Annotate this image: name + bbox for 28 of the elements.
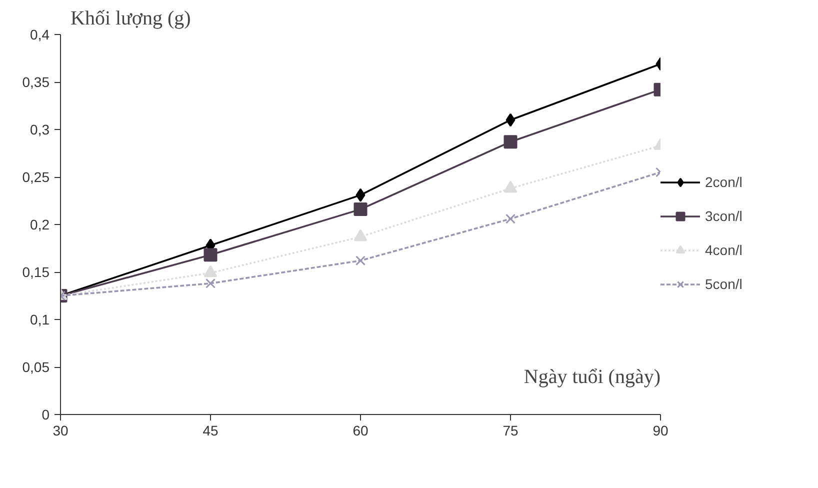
y-tick-label: 0,3 [30,122,50,138]
point [356,188,366,202]
y-tick-label: 0,1 [30,312,50,328]
point [204,248,218,262]
legend-label: 5con/l [705,276,742,292]
x-tick-label: 60 [352,422,368,438]
y-tick-label: 0,05 [22,359,50,375]
x-tick-label: 45 [202,422,218,438]
x-tick-label: 75 [502,422,518,438]
x-tick-label: 90 [652,422,668,438]
y-tick-label: 0,4 [30,26,50,42]
y-tick-label: 0,2 [30,216,50,232]
y-axis-title: Khối lượng (g) [70,8,191,30]
y-tick-label: 0,15 [22,264,50,280]
y-tick-label: 0,35 [22,74,50,90]
point [356,256,366,266]
point [354,202,368,216]
point [206,278,216,288]
x-axis-title: Ngày tuổi (ngày) [524,366,661,388]
legend-label: 3con/l [705,208,742,224]
x-tick-label: 30 [52,422,68,438]
y-tick-label: 0,25 [22,169,50,185]
legend-label: 4con/l [705,242,742,258]
point [506,214,516,224]
point [504,135,518,149]
y-tick-label: 0 [42,406,50,422]
legend-label: 2con/l [705,174,742,190]
point [506,113,516,127]
